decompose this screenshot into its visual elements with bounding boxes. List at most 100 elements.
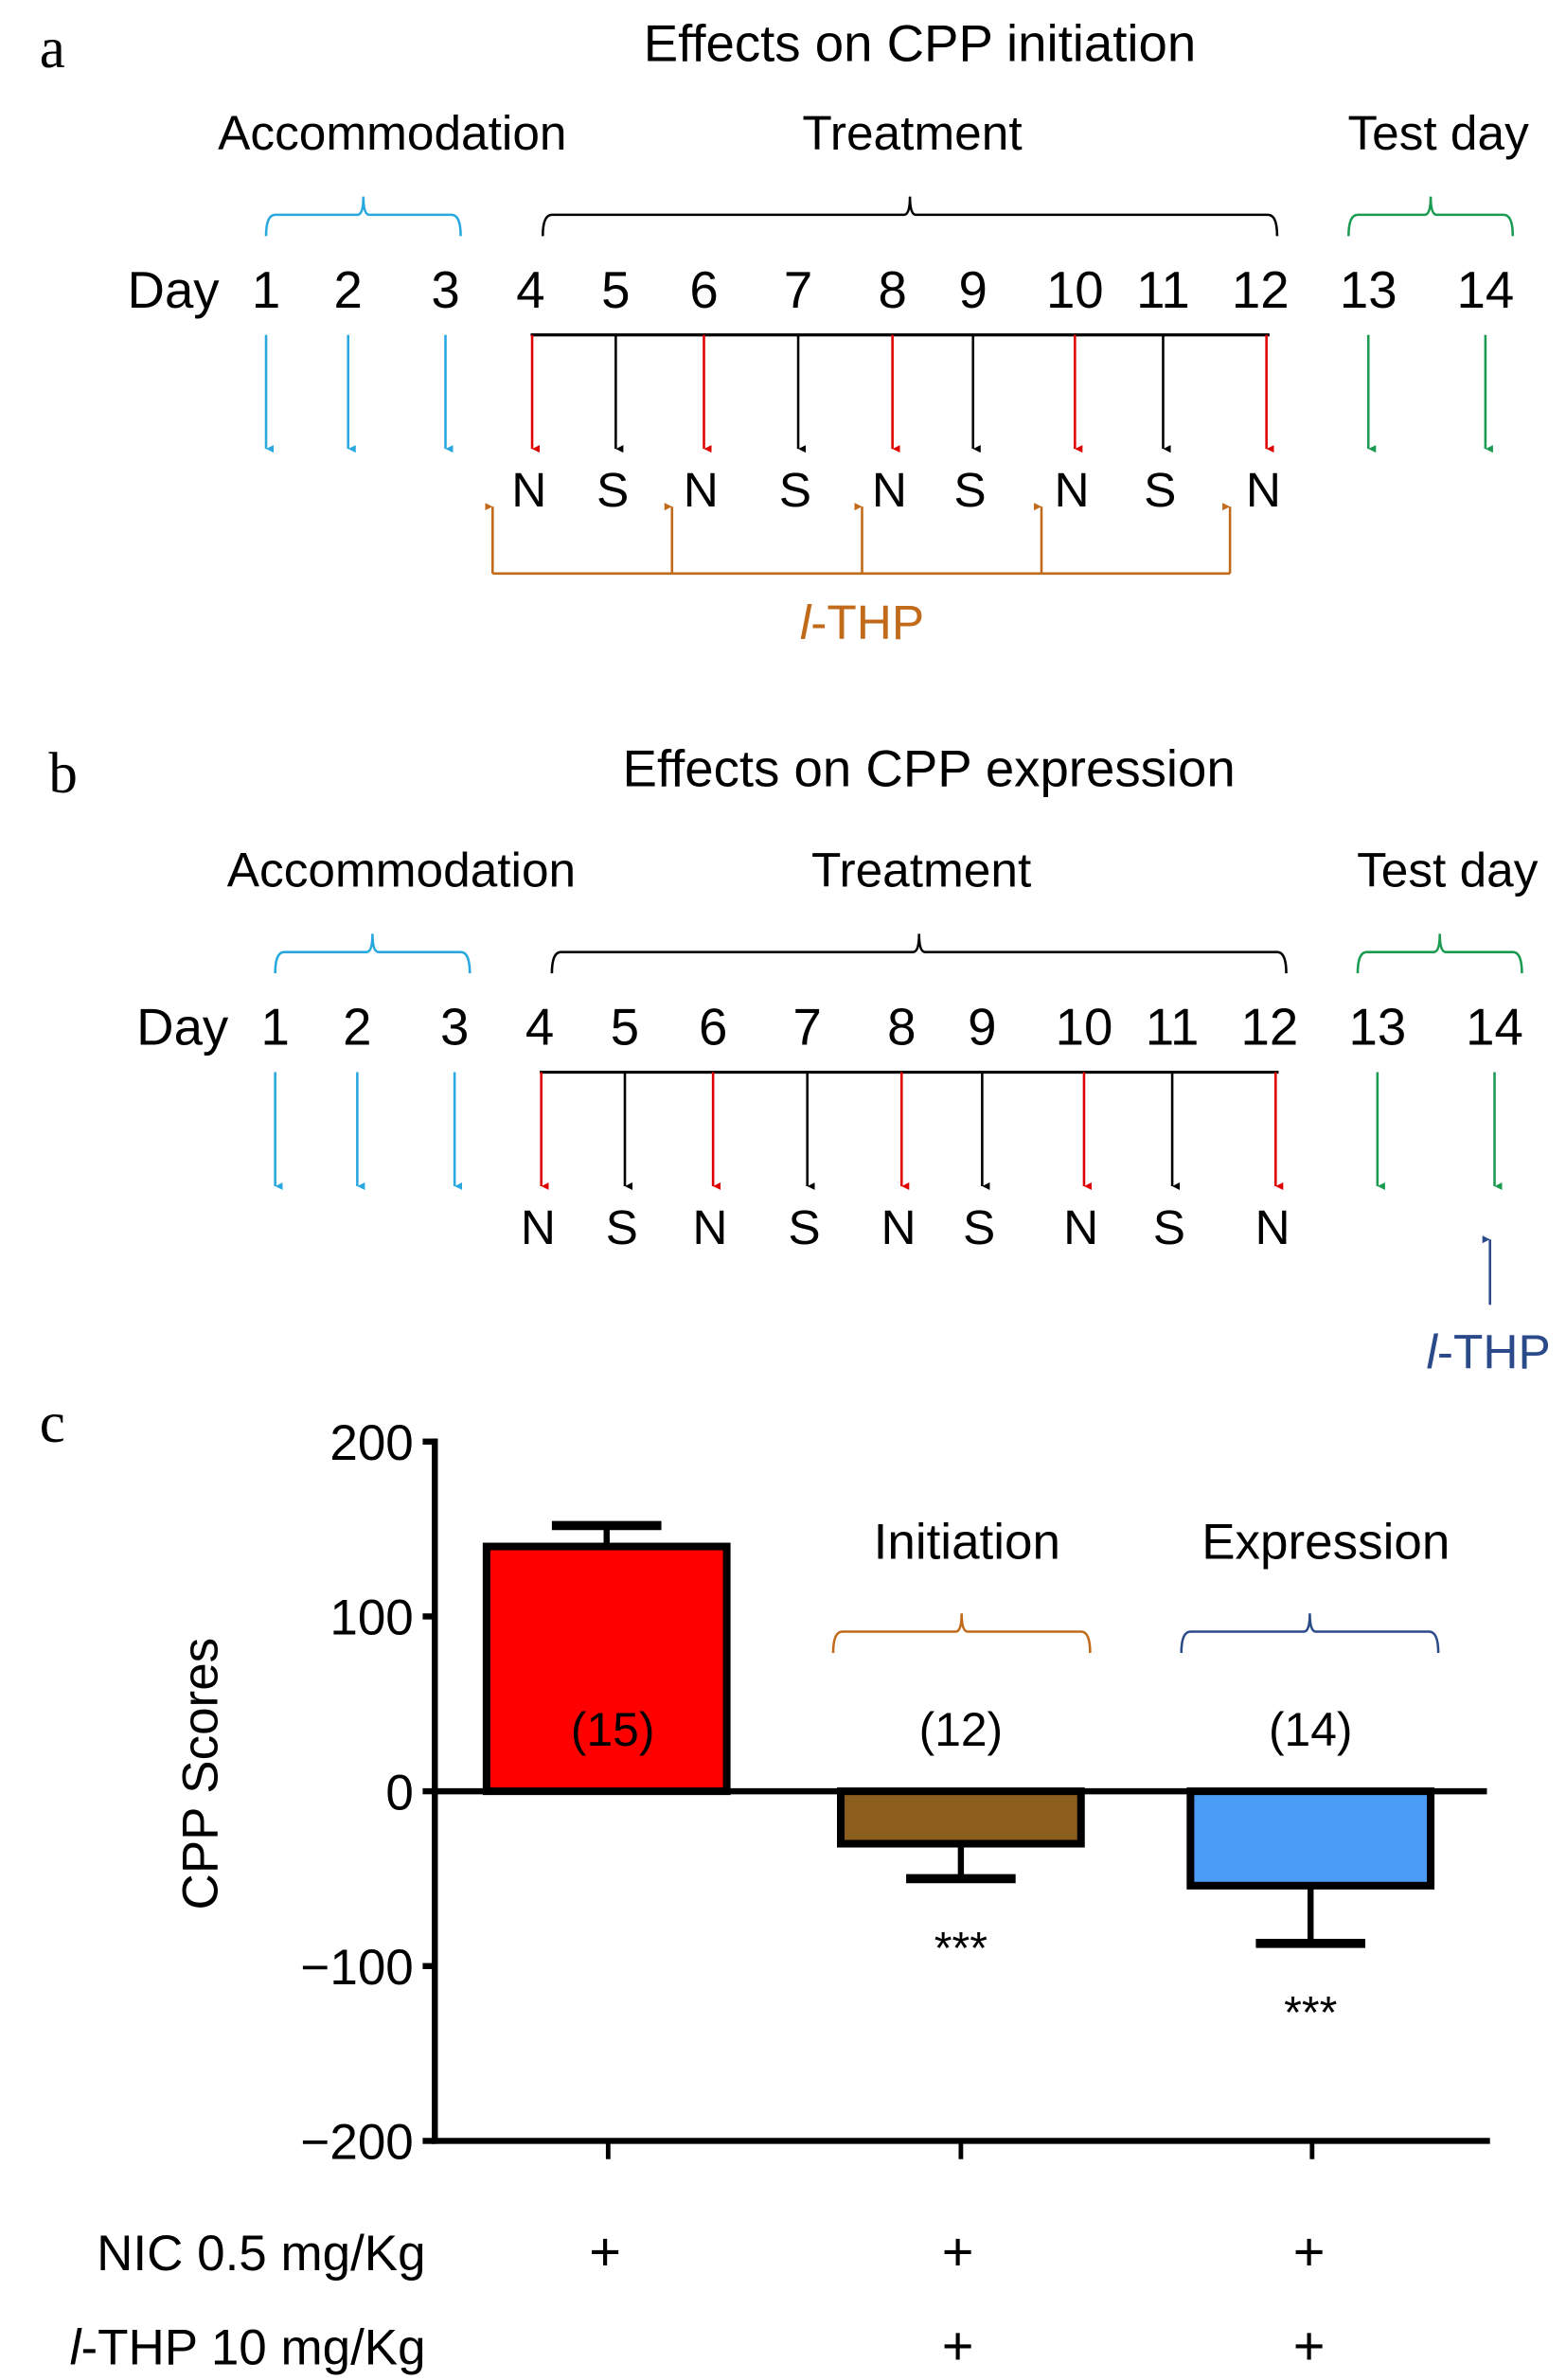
y-tick-label: 200 <box>329 1415 413 1471</box>
day-number: 13 <box>1349 999 1407 1057</box>
treatment-mark: + <box>1293 2222 1326 2282</box>
day-number: 7 <box>784 261 812 319</box>
day-number: 11 <box>1136 261 1190 319</box>
day-number: 5 <box>611 999 639 1057</box>
test-day-bracket <box>1356 933 1523 974</box>
day-number: 7 <box>793 999 822 1057</box>
panel-b-letter: b <box>48 742 78 806</box>
saline-injection-label: S <box>788 1199 820 1254</box>
n-label: (15) <box>571 1703 655 1756</box>
y-tick-label: −100 <box>300 1940 413 1996</box>
y-tick-label: −200 <box>300 2115 413 2171</box>
day-number: 6 <box>699 999 727 1057</box>
n-label: (14) <box>1269 1703 1353 1756</box>
day-number: 14 <box>1466 999 1523 1057</box>
day-number: 10 <box>1056 999 1113 1057</box>
treatment-row-label: l-THP 10 mg/Kg <box>70 2320 426 2376</box>
day-number: 3 <box>431 261 459 319</box>
accommodation-bracket <box>274 933 472 974</box>
day-number: 2 <box>343 999 371 1057</box>
phase-accommodation-label: Accommodation <box>227 843 576 897</box>
nicotine-injection-label: N <box>1055 462 1090 517</box>
day-number: 1 <box>260 999 289 1057</box>
nicotine-injection-label: N <box>1063 1199 1098 1254</box>
panel-title: Effects on CPP initiation <box>644 15 1197 73</box>
panel-a-timeline: a Effects on CPP initiation Accommodation T… <box>40 15 1529 649</box>
panel-c-chart: c 200 100 0 −100 −200 CPP Scores (15) (12) *** (14… <box>40 1392 1490 2377</box>
treatment-bracket <box>541 196 1279 237</box>
saline-injection-label: S <box>953 462 986 517</box>
day-number: 2 <box>334 261 363 319</box>
y-axis-label: CPP Scores <box>173 1638 229 1910</box>
day-number: 5 <box>601 261 630 319</box>
day-number: 9 <box>968 999 996 1057</box>
initiation-bracket <box>831 1613 1092 1653</box>
day-number: 12 <box>1241 999 1299 1057</box>
group-label-expression: Expression <box>1201 1514 1450 1570</box>
treatment-mark: + <box>589 2222 621 2282</box>
day-number: 1 <box>252 261 280 319</box>
significance-label: *** <box>934 1923 988 1974</box>
phase-accommodation-label: Accommodation <box>218 105 566 160</box>
lthp-suffix: -THP <box>810 595 924 649</box>
nicotine-injection-label: N <box>511 462 546 517</box>
y-tick-label: 0 <box>385 1765 413 1821</box>
panel-title: Effects on CPP expression <box>623 740 1236 798</box>
nicotine-injection-label: N <box>872 462 907 517</box>
nicotine-injection-label: N <box>881 1199 916 1254</box>
day-label: Day <box>136 999 229 1057</box>
day-number: 6 <box>689 261 718 319</box>
treatment-row-prefix: l <box>70 2320 82 2376</box>
day-number: 11 <box>1146 999 1200 1057</box>
lthp-prefix: l <box>800 595 812 649</box>
test-day-bracket <box>1347 196 1515 237</box>
treatment-row-text: NIC 0.5 mg/Kg <box>97 2226 425 2282</box>
saline-injection-label: S <box>779 462 811 517</box>
lthp-prefix: l <box>1426 1324 1438 1379</box>
lthp-label: l-THP <box>1426 1324 1550 1379</box>
treatment-mark: + <box>1293 2317 1326 2377</box>
panel-a-letter: a <box>40 17 65 80</box>
nicotine-injection-label: N <box>521 1199 556 1254</box>
accommodation-bracket <box>264 196 462 237</box>
day-number: 8 <box>887 999 916 1057</box>
phase-test-label: Test day <box>1347 105 1529 160</box>
day-number: 9 <box>959 261 988 319</box>
saline-injection-label: S <box>596 462 629 517</box>
saline-injection-label: S <box>1153 1199 1185 1254</box>
saline-injection-label: S <box>606 1199 638 1254</box>
nicotine-injection-label: N <box>1246 462 1281 517</box>
treatment-bracket <box>550 933 1288 974</box>
n-label: (12) <box>919 1703 1004 1756</box>
expression-bracket <box>1180 1613 1440 1653</box>
phase-test-label: Test day <box>1357 843 1539 897</box>
bar <box>1186 1787 1435 1890</box>
phase-treatment-label: Treatment <box>802 105 1022 160</box>
nicotine-injection-label: N <box>1255 1199 1290 1254</box>
saline-injection-label: S <box>963 1199 995 1254</box>
nicotine-injection-label: N <box>684 462 719 517</box>
panel-c-letter: c <box>40 1392 65 1455</box>
saline-injection-label: S <box>1144 462 1176 517</box>
significance-label: *** <box>1284 1988 1337 2039</box>
group-label-initiation: Initiation <box>874 1514 1060 1570</box>
treatment-row-label: NIC 0.5 mg/Kg <box>97 2226 425 2282</box>
day-number: 12 <box>1232 261 1290 319</box>
treatment-row-text: -THP 10 mg/Kg <box>80 2320 425 2376</box>
day-number: 3 <box>440 999 469 1057</box>
lthp-suffix: -THP <box>1437 1324 1551 1379</box>
day-number: 8 <box>878 261 906 319</box>
phase-treatment-label: Treatment <box>811 843 1031 897</box>
day-number: 4 <box>525 999 554 1057</box>
bar <box>837 1787 1085 1848</box>
day-number: 10 <box>1046 261 1104 319</box>
day-number: 14 <box>1457 261 1515 319</box>
panel-b-timeline: b Effects on CPP expression Accommodation T… <box>48 740 1550 1379</box>
nicotine-injection-label: N <box>692 1199 727 1254</box>
day-number: 4 <box>516 261 544 319</box>
day-label: Day <box>128 261 221 319</box>
treatment-mark: + <box>942 2222 974 2282</box>
lthp-label: l-THP <box>800 595 924 649</box>
day-number: 13 <box>1340 261 1397 319</box>
